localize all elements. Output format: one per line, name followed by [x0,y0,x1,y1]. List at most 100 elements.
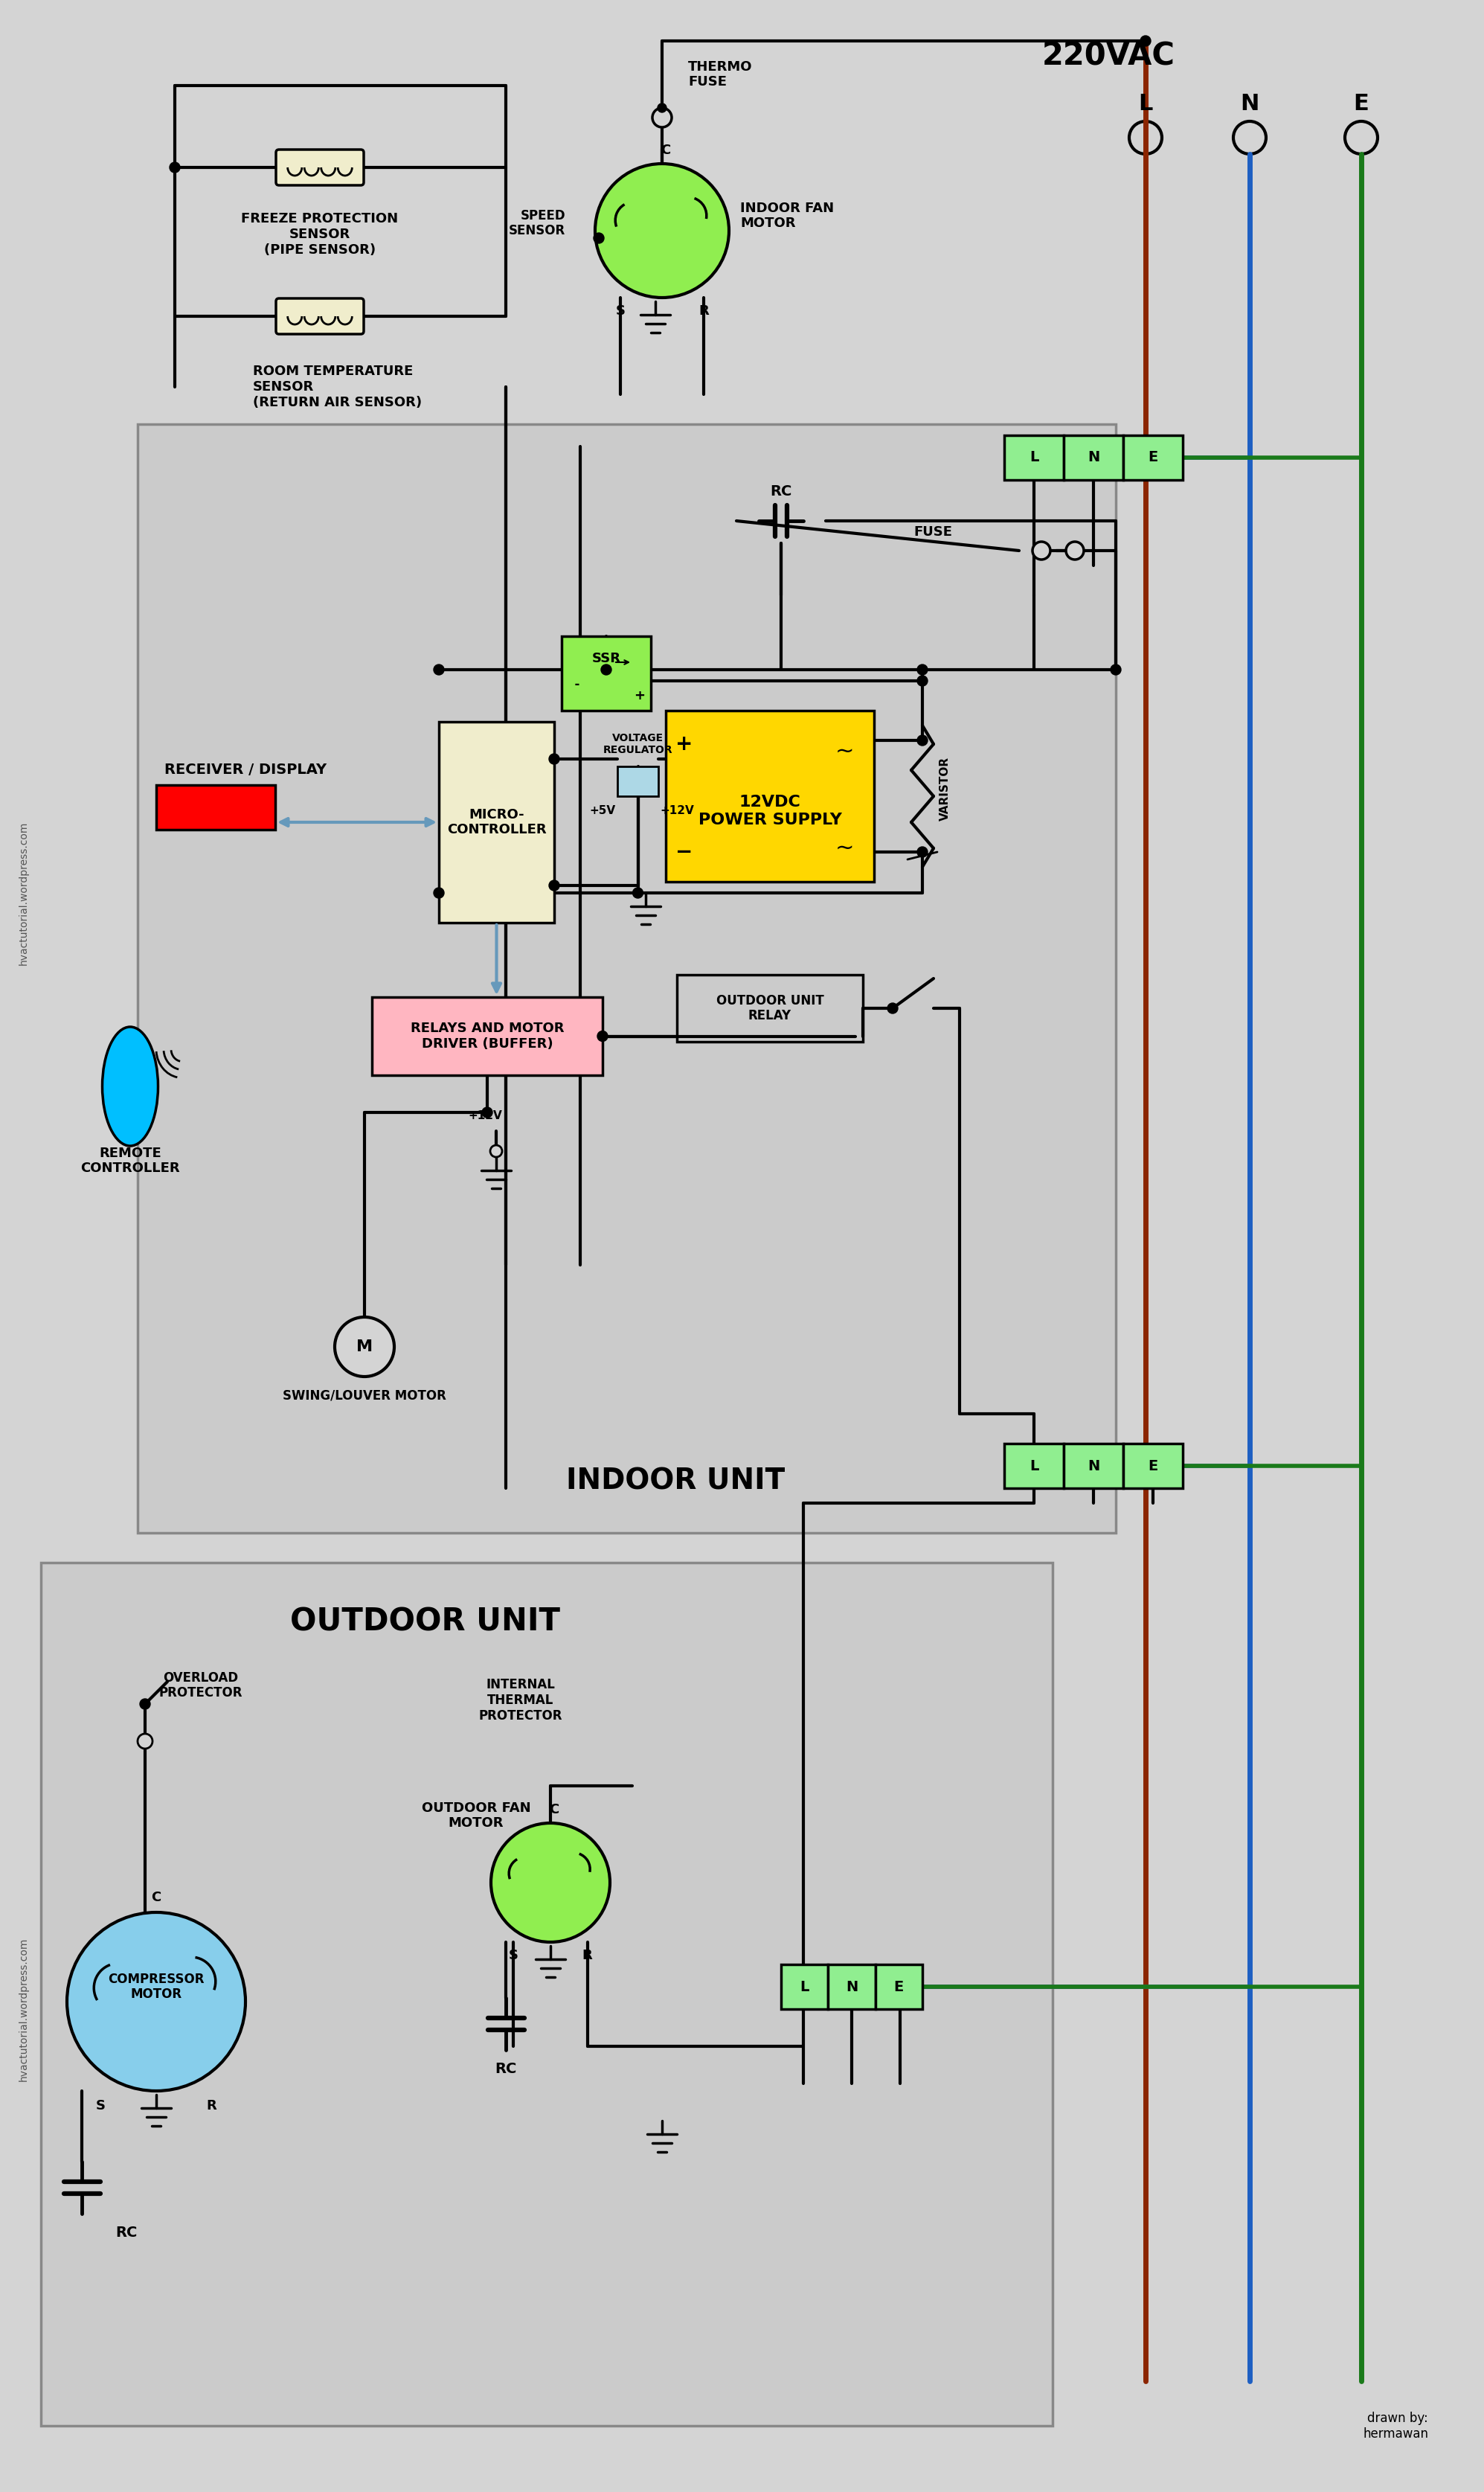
Circle shape [598,1032,608,1042]
Circle shape [1066,541,1083,561]
Text: VOLTAGE
REGULATOR: VOLTAGE REGULATOR [603,733,672,755]
Circle shape [482,1106,493,1116]
Circle shape [1345,122,1377,155]
Circle shape [1110,665,1120,675]
Circle shape [594,232,604,244]
Text: hvactutorial.wordpress.com: hvactutorial.wordpress.com [19,1936,30,2081]
Circle shape [653,107,672,127]
Text: OUTDOOR UNIT
RELAY: OUTDOOR UNIT RELAY [717,994,824,1022]
Text: −: − [675,842,693,862]
Circle shape [549,753,559,765]
Text: OUTDOOR UNIT: OUTDOOR UNIT [291,1607,561,1637]
Text: ~: ~ [835,837,853,860]
Text: THERMO
FUSE: THERMO FUSE [689,60,752,90]
Text: +: + [675,733,693,755]
Circle shape [632,887,643,897]
Text: ~: ~ [835,740,853,763]
Bar [781,1964,828,2009]
Circle shape [335,1318,395,1376]
Text: E: E [893,1979,904,1994]
Circle shape [595,164,729,297]
Bar [1005,1443,1064,1488]
Text: 12VDC
POWER SUPPLY: 12VDC POWER SUPPLY [697,795,841,827]
Text: N: N [846,1979,858,1994]
Text: N: N [1088,1458,1100,1473]
Bar [1064,1443,1123,1488]
Circle shape [1033,541,1051,561]
Text: FREEZE PROTECTION
SENSOR
(PIPE SENSOR): FREEZE PROTECTION SENSOR (PIPE SENSOR) [242,212,398,257]
Text: R: R [699,304,709,319]
Circle shape [67,1911,245,2091]
Text: ROOM TEMPERATURE
SENSOR
(RETURN AIR SENSOR): ROOM TEMPERATURE SENSOR (RETURN AIR SENS… [252,364,421,409]
Bar [156,785,275,830]
Circle shape [917,665,928,675]
Bar [561,635,651,710]
Bar [828,1964,876,2009]
Bar [372,997,603,1074]
Circle shape [917,847,928,857]
Text: RECEIVER / DISPLAY: RECEIVER / DISPLAY [165,763,326,778]
Text: S: S [509,1949,518,1961]
Circle shape [1129,122,1162,155]
Text: OVERLOAD
PROTECTOR: OVERLOAD PROTECTOR [159,1672,243,1700]
Circle shape [169,162,180,172]
Text: C: C [151,1891,162,1904]
Circle shape [601,665,611,675]
Circle shape [549,880,559,890]
Bar [138,424,1116,1533]
Circle shape [491,1824,610,1941]
Text: MICRO-
CONTROLLER: MICRO- CONTROLLER [447,807,546,837]
Text: E: E [1149,1458,1158,1473]
Text: RC: RC [770,483,792,498]
Text: VARISTOR: VARISTOR [939,758,950,820]
Bar [1123,1443,1183,1488]
Text: REMOTE
CONTROLLER: REMOTE CONTROLLER [80,1146,180,1176]
Text: N: N [1241,92,1258,115]
Text: L: L [1138,92,1153,115]
Circle shape [433,887,444,897]
Text: hvactutorial.wordpress.com: hvactutorial.wordpress.com [19,820,30,964]
Circle shape [657,105,666,112]
Circle shape [1233,122,1266,155]
Text: C: C [660,145,671,157]
Bar [677,974,862,1042]
Text: INDOOR UNIT: INDOOR UNIT [567,1468,785,1495]
Text: R: R [582,1949,592,1961]
Ellipse shape [102,1027,159,1146]
Text: L: L [1030,451,1039,464]
Text: COMPRESSOR
MOTOR: COMPRESSOR MOTOR [108,1971,205,2001]
FancyBboxPatch shape [276,299,364,334]
Text: E: E [1353,92,1368,115]
Text: 220VAC: 220VAC [1042,40,1175,72]
Text: RC: RC [116,2225,138,2240]
Circle shape [490,1146,502,1156]
Text: SSR: SSR [592,653,620,665]
Text: SWING/LOUVER MOTOR: SWING/LOUVER MOTOR [283,1388,447,1403]
Text: S: S [616,304,625,319]
Text: L: L [1030,1458,1039,1473]
Text: E: E [1149,451,1158,464]
Text: M: M [356,1338,372,1353]
Text: C: C [549,1802,559,1817]
Text: SPEED
SENSOR: SPEED SENSOR [509,209,565,237]
Text: L: L [800,1979,809,1994]
Bar [876,1964,923,2009]
Circle shape [917,675,928,685]
Circle shape [887,1004,898,1014]
Text: R: R [206,2098,217,2113]
FancyBboxPatch shape [276,150,364,184]
Circle shape [1140,35,1150,47]
Text: +5V: +5V [589,805,616,817]
Text: drawn by:
hermawan: drawn by: hermawan [1362,2412,1428,2440]
Text: +: + [634,690,646,703]
Text: OUTDOOR FAN
MOTOR: OUTDOOR FAN MOTOR [421,1802,531,1829]
Text: N: N [1088,451,1100,464]
Bar [439,723,554,922]
Bar [666,710,874,882]
Text: +12V: +12V [660,805,695,817]
Bar [1064,436,1123,481]
Circle shape [917,735,928,745]
Circle shape [139,1700,150,1710]
Circle shape [433,665,444,675]
Bar [1123,436,1183,481]
